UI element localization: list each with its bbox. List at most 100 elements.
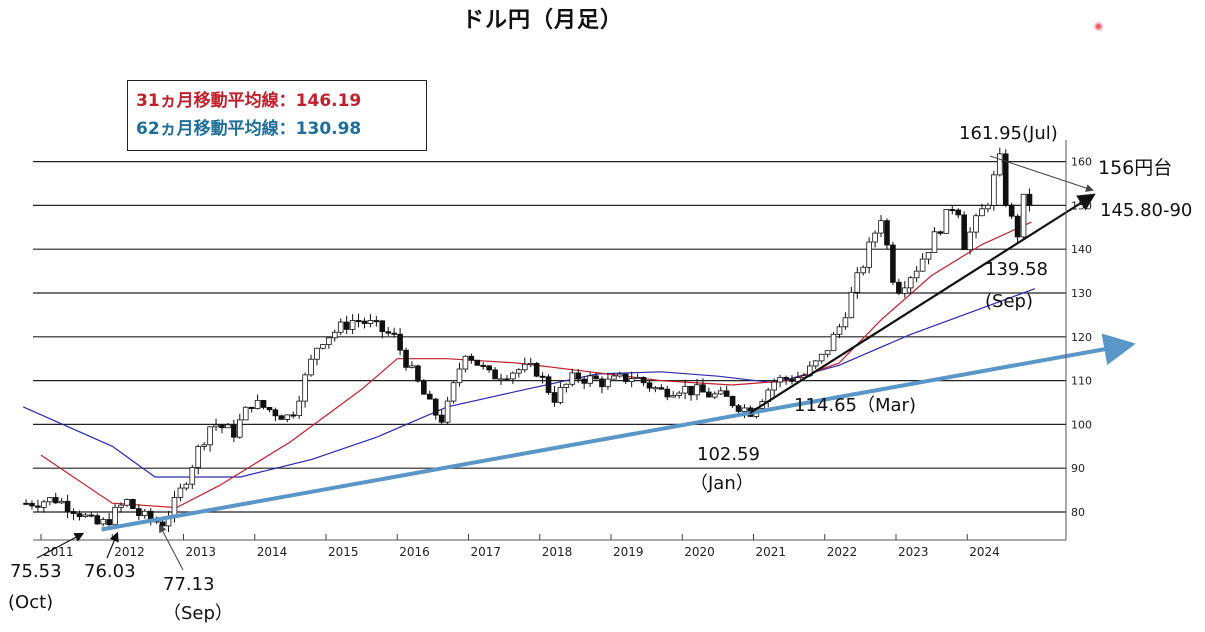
x-tick-label: 2011 [43, 545, 74, 559]
candle-down [486, 365, 492, 371]
candle-down [706, 391, 712, 398]
annotation-label: (Sep) [985, 291, 1033, 312]
chart-title: ドル円（月足） [461, 8, 623, 33]
candle-up [616, 373, 623, 377]
candle-up [516, 369, 522, 374]
candle-up [177, 487, 184, 498]
annotation-label: 102.59 [697, 444, 760, 465]
annotations: 161.95(Jul) 156円台 145.80-90 139.58 (Sep) 114.… [8, 123, 1192, 624]
candle-down [29, 502, 35, 507]
candle-up [694, 384, 700, 396]
x-tick-label: 2023 [898, 545, 929, 559]
candle-down [539, 375, 546, 378]
candle-up [907, 277, 914, 289]
moving-average-lines [22, 221, 1036, 509]
ma31-line [40, 221, 1032, 509]
candle-up [830, 333, 837, 352]
annotation-label: 139.58 [985, 259, 1048, 280]
candle-down [961, 214, 967, 251]
candle-up [326, 337, 332, 345]
candle-down [1014, 215, 1021, 238]
candle-down [438, 414, 445, 423]
candle-up [456, 368, 463, 384]
candle-up [628, 378, 635, 382]
candle-up [124, 499, 130, 506]
candle-up [682, 385, 688, 394]
candle-down [533, 362, 540, 377]
candle-down [403, 349, 409, 368]
candle-up [670, 395, 677, 398]
candle-down [664, 388, 671, 398]
y-tick-label: 130 [1071, 287, 1092, 300]
candle-down [290, 414, 297, 417]
candle-down [545, 376, 552, 393]
candle-up [818, 353, 825, 362]
x-tick-label: 2019 [613, 545, 644, 559]
annotation-label: 75.53 [10, 561, 62, 582]
candle-down [1002, 153, 1009, 206]
long-term-trendline [101, 333, 1136, 532]
candle-down [391, 332, 397, 335]
candle-up [842, 317, 849, 328]
candle-down [468, 355, 475, 361]
candle-up [510, 372, 516, 380]
candle-down [575, 372, 582, 380]
candle-down [789, 378, 795, 382]
candle-up [201, 444, 207, 447]
trend-lines [101, 155, 1136, 532]
candle-down [723, 390, 730, 397]
candle-down [136, 508, 142, 516]
legend-ma31: 31ヵ月移動平均線：146.19 [136, 91, 362, 111]
candle-down [94, 515, 101, 525]
candle-down [266, 407, 273, 411]
candle-down [219, 424, 225, 429]
candle-up [331, 331, 338, 339]
candle-up [171, 497, 178, 517]
candle-down [415, 365, 421, 382]
candle-up [236, 419, 243, 438]
y-tick-label: 110 [1071, 375, 1092, 388]
candle-up [141, 510, 148, 516]
candle-up [711, 393, 718, 398]
axes: 160 150 140 130 120 110 100 90 80 2011 2012 2013 201… [33, 140, 1092, 559]
candle-up [100, 519, 107, 525]
candle-down [551, 392, 558, 403]
candle-down [373, 320, 380, 323]
candle-down [248, 406, 255, 409]
candle-down [599, 378, 605, 388]
candle-down [421, 380, 427, 395]
y-tick-label: 100 [1071, 418, 1092, 431]
candle-down [884, 220, 890, 246]
annotation-label: 156円台 [1098, 157, 1172, 179]
annotation-label: 76.03 [84, 561, 136, 582]
y-tick-label: 80 [1071, 506, 1085, 519]
candle-down [159, 521, 166, 527]
candle-up [58, 500, 65, 504]
candle-up [41, 501, 47, 508]
candle-down [474, 359, 481, 366]
annotation-label: (Oct) [8, 592, 53, 613]
candle-down [88, 514, 95, 517]
annotation-label: （Jan） [690, 473, 754, 494]
legend: 31ヵ月移動平均線：146.19 62ヵ月移動平均線：130.98 [127, 80, 427, 151]
candle-down [355, 320, 362, 323]
annotation-label: 114.65（Mar) [794, 395, 916, 416]
x-tick-label: 2022 [827, 545, 858, 559]
candle-up [741, 407, 748, 412]
candle-up [925, 252, 932, 260]
candle-down [23, 502, 29, 505]
ma62-line [22, 288, 1036, 478]
candle-up [195, 446, 202, 468]
candle-down [130, 499, 136, 510]
candle-down [231, 424, 237, 438]
candle-down [955, 209, 962, 216]
x-tick-label: 2015 [328, 545, 359, 559]
candle-up [118, 504, 124, 508]
candle-up [866, 241, 872, 268]
candle-up [996, 153, 1003, 176]
candle-up [225, 424, 231, 429]
candle-up [587, 375, 593, 384]
candle-down [937, 231, 944, 234]
candle-down [622, 373, 629, 382]
